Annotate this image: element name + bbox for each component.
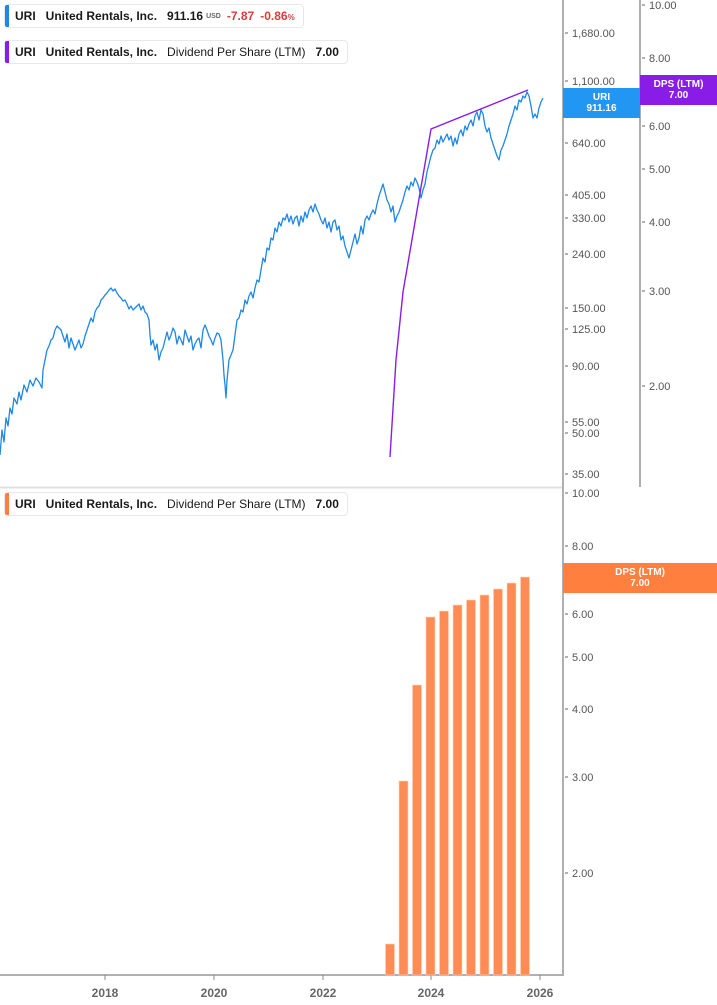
dps-tag-bottom: DPS (LTM) 7.00 <box>563 563 717 593</box>
svg-text:90.00: 90.00 <box>572 361 600 373</box>
svg-text:150.00: 150.00 <box>572 303 606 315</box>
price-tag-value: 911.16 <box>586 103 617 114</box>
dps-bars[interactable] <box>385 576 530 976</box>
dps-bar[interactable] <box>493 588 503 976</box>
svg-text:5.00: 5.00 <box>572 652 593 664</box>
legend-symbol: URI <box>15 9 36 23</box>
svg-text:2.00: 2.00 <box>649 381 670 393</box>
dps-tag-value: 7.00 <box>630 578 650 589</box>
price-tag-label: URI <box>592 92 611 103</box>
series-color-swatch <box>5 41 9 63</box>
series-color-swatch <box>5 5 9 27</box>
dps-legend-top[interactable]: URI United Rentals, Inc. Dividend Per Sh… <box>4 40 348 64</box>
svg-text:6.00: 6.00 <box>572 609 593 621</box>
legend-symbol: URI <box>15 45 36 59</box>
x-axis-ticks: 2018 2020 2022 2024 2026 <box>92 975 554 1000</box>
svg-text:10.00: 10.00 <box>649 0 677 12</box>
price-legend[interactable]: URI United Rentals, Inc. 911.16 USD -7.8… <box>4 4 304 28</box>
dps-top-axis-ticks: 10.00 8.00 6.00 5.00 4.00 3.00 2.00 <box>642 0 677 393</box>
legend-symbol: URI <box>15 497 36 511</box>
dps-tag-label: DPS (LTM) <box>615 567 665 578</box>
legend-company-name: United Rentals, Inc. <box>45 497 158 511</box>
dps-line-top[interactable] <box>389 89 529 458</box>
legend-value: 7.00 <box>315 497 339 511</box>
dps-bar[interactable] <box>479 594 490 976</box>
dps-tag-value: 7.00 <box>668 90 689 101</box>
svg-text:35.00: 35.00 <box>572 469 600 481</box>
legend-metric: Dividend Per Share (LTM) <box>167 45 306 59</box>
svg-text:1,680.00: 1,680.00 <box>572 28 615 40</box>
dps-tag-label: DPS (LTM) <box>653 79 704 90</box>
svg-text:8.00: 8.00 <box>572 541 593 553</box>
svg-text:405.00: 405.00 <box>572 190 606 202</box>
svg-text:4.00: 4.00 <box>649 217 670 229</box>
svg-text:55.00: 55.00 <box>572 417 600 429</box>
svg-text:10.00: 10.00 <box>572 488 600 500</box>
legend-company-name: United Rentals, Inc. <box>45 9 158 23</box>
dps-bar[interactable] <box>506 582 517 976</box>
dps-bar[interactable] <box>385 943 395 976</box>
svg-text:2.00: 2.00 <box>572 868 593 880</box>
dps-bar[interactable] <box>398 780 409 976</box>
dps-bar[interactable] <box>452 604 463 976</box>
price-tag: URI 911.16 <box>563 88 640 118</box>
dps-legend-bottom[interactable]: URI United Rentals, Inc. Dividend Per Sh… <box>4 492 348 516</box>
dps-bar[interactable] <box>439 610 449 976</box>
svg-text:640.00: 640.00 <box>572 138 606 150</box>
svg-text:2022: 2022 <box>310 986 337 1000</box>
legend-value: 7.00 <box>315 45 339 59</box>
dps-tag-top: DPS (LTM) 7.00 <box>640 75 717 105</box>
svg-text:2026: 2026 <box>527 986 554 1000</box>
svg-text:1,100.00: 1,100.00 <box>572 76 615 88</box>
dps-bar[interactable] <box>466 599 476 976</box>
series-color-swatch <box>5 493 9 515</box>
svg-text:5.00: 5.00 <box>649 164 670 176</box>
dps-bar[interactable] <box>412 684 422 976</box>
price-axis-ticks: 1,680.00 1,100.00 640.00 405.00 330.00 2… <box>565 28 615 481</box>
dps-bottom-axis-ticks: 10.00 8.00 6.00 5.00 4.00 3.00 2.00 <box>565 488 600 880</box>
svg-text:3.00: 3.00 <box>572 772 593 784</box>
legend-company-name: United Rentals, Inc. <box>45 45 158 59</box>
svg-text:4.00: 4.00 <box>572 704 593 716</box>
legend-change-pct: -0.86% <box>260 9 295 23</box>
dps-bar[interactable] <box>520 576 530 976</box>
legend-metric: Dividend Per Share (LTM) <box>167 497 306 511</box>
svg-text:8.00: 8.00 <box>649 53 670 65</box>
svg-text:330.00: 330.00 <box>572 213 606 225</box>
svg-text:50.00: 50.00 <box>572 428 600 440</box>
legend-currency: USD <box>206 12 221 20</box>
price-line[interactable] <box>0 91 544 456</box>
svg-text:2018: 2018 <box>92 986 119 1000</box>
svg-text:2024: 2024 <box>418 986 445 1000</box>
svg-text:3.00: 3.00 <box>649 286 670 298</box>
svg-text:2020: 2020 <box>201 986 228 1000</box>
legend-change: -7.87 <box>226 9 255 23</box>
dps-bar[interactable] <box>425 616 436 976</box>
svg-text:125.00: 125.00 <box>572 324 606 336</box>
svg-text:240.00: 240.00 <box>572 249 606 261</box>
svg-text:6.00: 6.00 <box>649 121 670 133</box>
legend-price: 911.16 <box>167 9 204 23</box>
